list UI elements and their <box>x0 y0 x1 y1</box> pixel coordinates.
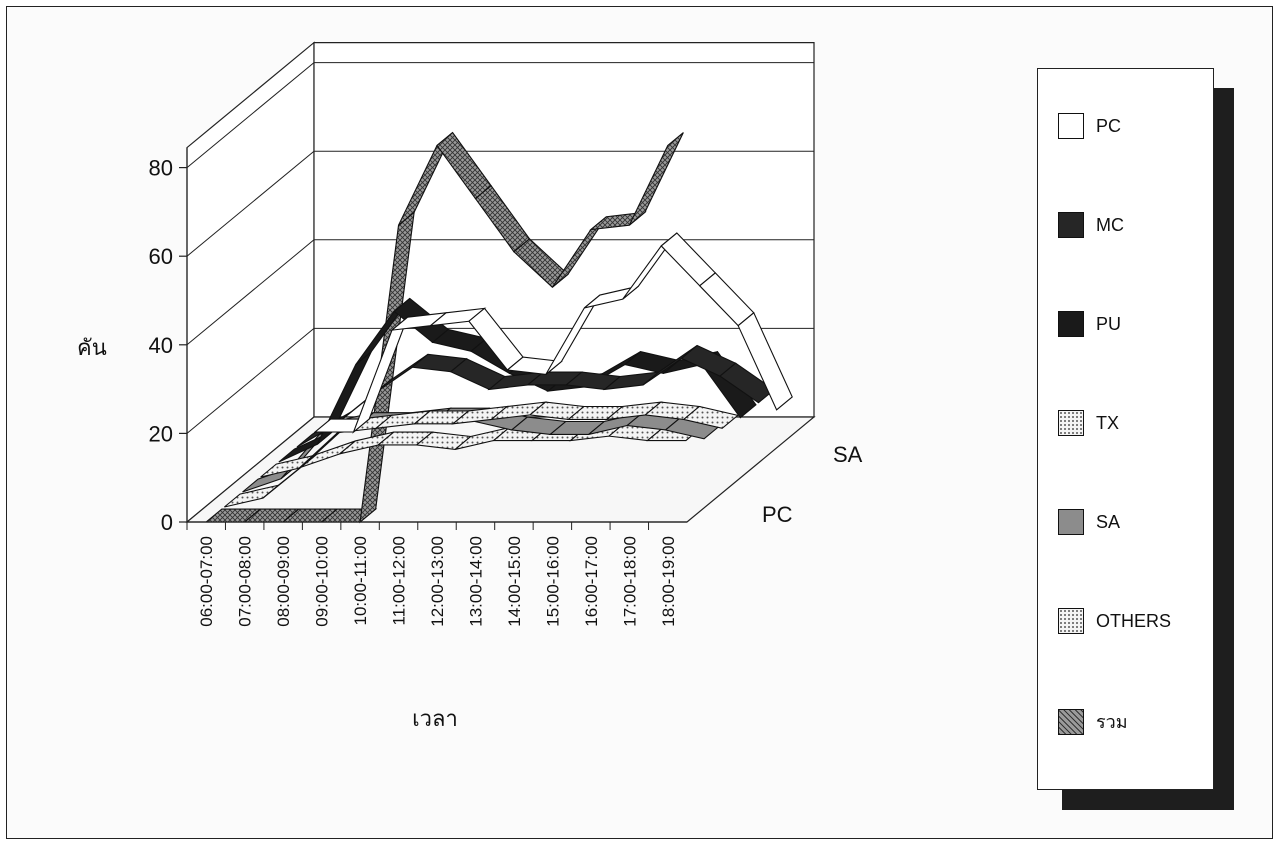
legend-item-mc: MC <box>1058 212 1124 238</box>
y-tick-label: 60 <box>149 244 173 269</box>
legend-swatch <box>1058 608 1084 634</box>
legend-swatch <box>1058 410 1084 436</box>
gridline <box>186 62 814 168</box>
legend-label: OTHERS <box>1096 610 1172 631</box>
legend-item-sa: SA <box>1058 509 1120 535</box>
gridline <box>186 239 814 346</box>
chart-gridlines <box>186 62 814 434</box>
legend-label: TX <box>1096 412 1120 433</box>
x-tick-label: 11:00-12:00 <box>390 536 409 625</box>
ribbon-segment-pc <box>737 311 793 411</box>
x-tick-label: 07:00-08:00 <box>236 536 255 627</box>
x-tick-label: 06:00-07:00 <box>197 536 216 627</box>
legend-item-pu: PU <box>1058 311 1121 337</box>
y-tick-label: 0 <box>161 510 173 535</box>
legend-item-others: OTHERS <box>1058 608 1171 634</box>
legend-swatch <box>1058 311 1084 337</box>
x-tick-label: 09:00-10:00 <box>313 536 332 627</box>
x-tick-label: 15:00-16:00 <box>543 536 562 627</box>
legend-label: PU <box>1096 313 1122 334</box>
legend-swatch <box>1058 708 1084 735</box>
ribbon-segment-tx <box>682 405 740 429</box>
x-tick-label: 17:00-18:00 <box>620 536 639 627</box>
chart-series <box>204 131 793 524</box>
y-tick-label: 80 <box>149 156 173 181</box>
legend-item-tx: TX <box>1058 410 1119 436</box>
y-tick-label: 40 <box>149 333 173 358</box>
legend-item-pc: PC <box>1058 113 1121 139</box>
legend-label: รวม <box>1096 712 1128 732</box>
y-axis-title: คัน <box>77 336 107 361</box>
depth-label-pc: PC <box>762 502 793 527</box>
series-pc <box>313 232 793 434</box>
legend-swatch <box>1058 212 1084 238</box>
y-tick-label: 20 <box>149 421 173 446</box>
chart-legend: PC MC PU TX SA OTHERS รวม <box>1037 68 1214 790</box>
y-axis-ticks: 0 20 40 60 80 <box>149 147 188 535</box>
x-tick-label: 16:00-17:00 <box>582 536 601 627</box>
depth-label-sa: SA <box>833 442 863 467</box>
x-tick-label: 14:00-15:00 <box>505 536 524 627</box>
legend-label: MC <box>1096 214 1124 235</box>
x-axis-ticks: 06:00-07:00 07:00-08:00 08:00-09:00 09:00-1… <box>186 521 687 627</box>
legend-swatch <box>1058 113 1084 139</box>
x-tick-label: 13:00-14:00 <box>466 536 485 627</box>
x-tick-label: 12:00-13:00 <box>428 536 447 627</box>
x-tick-label: 08:00-09:00 <box>274 536 293 627</box>
x-axis-title: เวลา <box>412 707 458 732</box>
gridline <box>186 327 814 434</box>
legend-label: PC <box>1096 115 1122 136</box>
legend-swatch <box>1058 509 1084 535</box>
x-tick-label: 10:00-11:00 <box>351 536 370 625</box>
gridline <box>186 150 814 257</box>
legend-item--: รวม <box>1058 707 1128 736</box>
legend-label: SA <box>1096 511 1121 532</box>
x-tick-label: 18:00-19:00 <box>659 536 678 627</box>
ribbon-segment-- <box>628 132 684 226</box>
